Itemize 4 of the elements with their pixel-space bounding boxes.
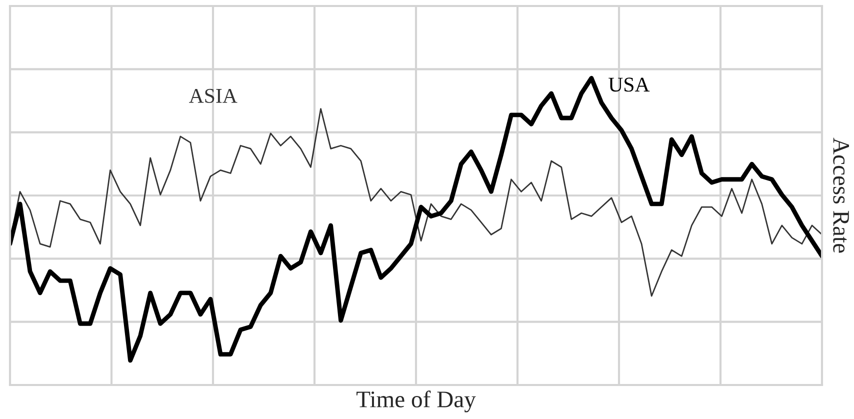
x-axis-title: Time of Day: [356, 390, 476, 412]
y-axis-title: Access Rate: [833, 138, 849, 253]
series-label: USA: [608, 78, 650, 92]
series-label: ASIA: [189, 88, 238, 103]
